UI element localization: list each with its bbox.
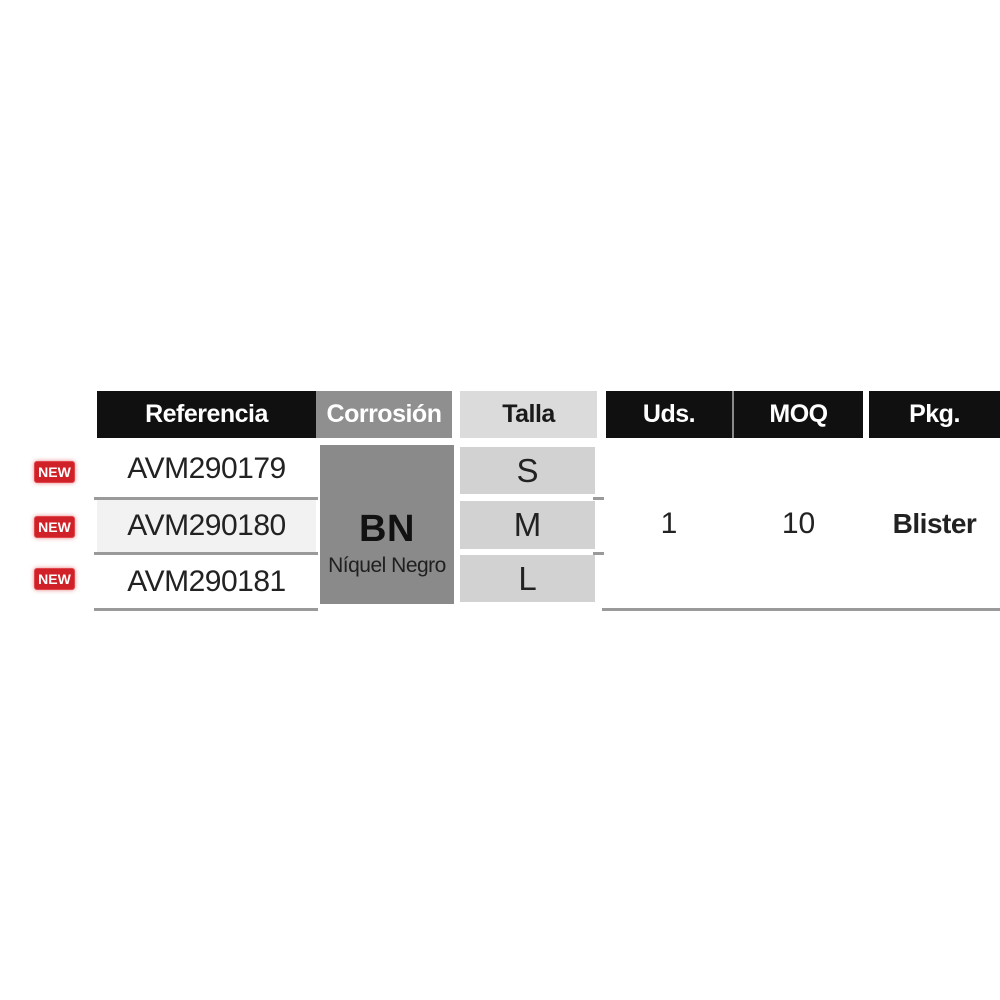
corrosion-merged-cell: BN Níquel Negro xyxy=(320,445,454,604)
header-column-divider xyxy=(732,391,734,438)
row-divider-stub xyxy=(593,552,604,555)
talla-cell: M xyxy=(460,501,595,549)
referencia-cell: AVM290180 xyxy=(97,500,316,552)
table-bottom-border xyxy=(602,608,1000,611)
talla-cell: L xyxy=(460,555,595,602)
column-header-referencia: Referencia xyxy=(97,391,316,438)
row-divider xyxy=(94,497,318,500)
column-header-pkg: Pkg. xyxy=(869,391,1000,438)
new-badge: NEW xyxy=(34,568,75,590)
table-bottom-border xyxy=(94,608,318,611)
new-badge: NEW xyxy=(34,516,75,538)
uds-value: 1 xyxy=(660,507,678,540)
pkg-value: Blister xyxy=(892,508,977,539)
new-badge: NEW xyxy=(34,461,75,483)
row-divider-stub xyxy=(593,497,604,500)
column-header-corrosion: Corrosión xyxy=(316,391,452,438)
talla-cell: S xyxy=(460,447,595,494)
moq-value: 10 xyxy=(781,507,816,540)
referencia-cell: AVM290179 xyxy=(127,451,286,485)
column-header-uds: Uds. xyxy=(606,391,732,438)
column-header-talla: Talla xyxy=(460,391,597,438)
corrosion-name: Níquel Negro xyxy=(328,553,446,577)
column-header-moq: MOQ xyxy=(734,391,863,438)
corrosion-code: BN xyxy=(359,507,415,550)
row-divider xyxy=(94,552,318,555)
referencia-cell: AVM290181 xyxy=(127,564,286,598)
